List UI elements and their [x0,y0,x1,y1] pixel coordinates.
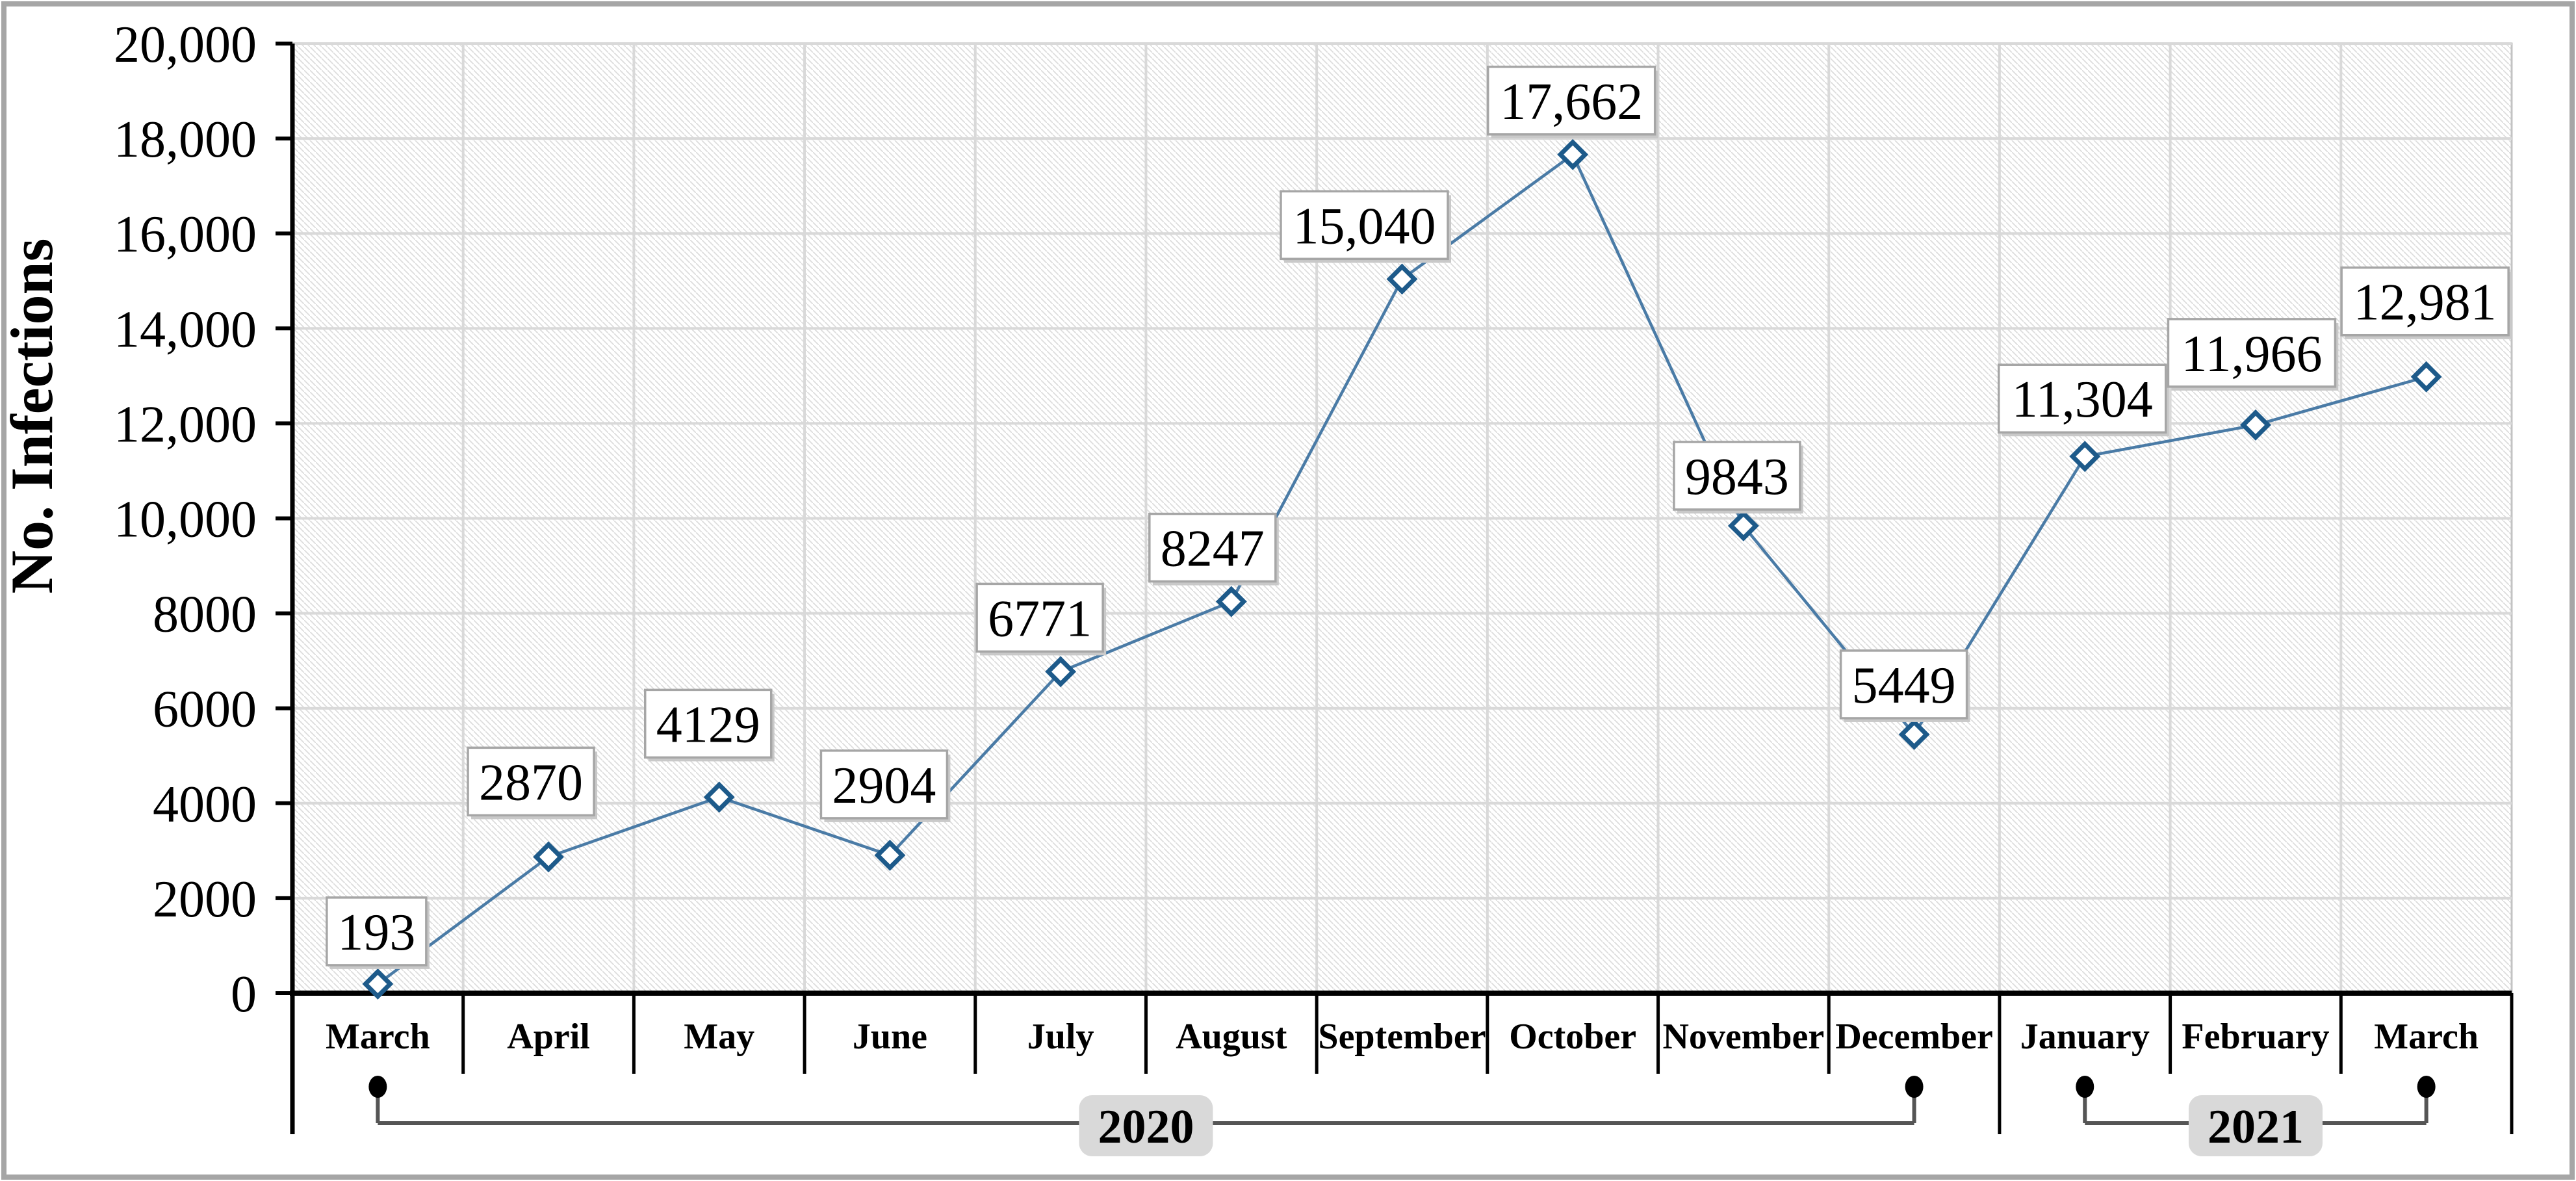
month-label: November [1662,1017,1824,1057]
y-tick-label: 20,000 [114,16,257,73]
y-tick-label: 2000 [153,871,257,928]
year-label-box [2188,1095,2323,1156]
bracket-dot [2076,1076,2094,1098]
year-brackets: 2020 2021 [368,1076,2436,1156]
y-tick-label: 16,000 [114,206,257,263]
data-label: 11,966 [2181,326,2322,383]
data-label: 17,662 [1500,73,1643,131]
data-label: 193 [337,904,415,961]
year-label: 2020 [1098,1100,1194,1154]
data-label: 5449 [1852,657,1956,714]
year-label-box [1079,1095,1213,1156]
month-label: September [1318,1017,1486,1057]
month-label: February [2182,1017,2329,1057]
data-point-marker [2240,409,2271,441]
month-label: July [1027,1017,1094,1057]
data-point-marker [703,781,735,813]
data-point-marker [1557,138,1589,170]
month-label: December [1835,1017,1993,1057]
data-point-marker [533,841,564,873]
data-point-marker [1045,656,1077,688]
month-label: August [1176,1017,1287,1057]
data-point-marker [1727,510,1759,541]
y-tick-label: 0 [231,966,257,1023]
data-label: 9843 [1685,448,1789,506]
data-label: 12,981 [2354,274,2497,331]
y-tick-label: 4000 [153,776,257,833]
y-tick-label: 12,000 [114,396,257,453]
month-label: January [2020,1017,2150,1057]
bracket-dot [2417,1076,2436,1098]
data-label: 4129 [656,696,760,753]
data-label: 8247 [1161,521,1265,578]
month-label: April [507,1017,590,1057]
data-label: 15,040 [1293,198,1436,255]
y-axis-title: No. Infections [0,239,65,594]
chart-plot: 0 2000 4000 6000 8000 10,000 12,000 14,000 16,00… [114,16,2514,1156]
data-label: 2870 [479,754,583,811]
year-label: 2021 [2208,1100,2304,1154]
bracket-dot [1905,1076,1924,1098]
data-point-marker [1898,719,1930,750]
y-axis: 0 2000 4000 6000 8000 10,000 12,000 14,000 16,00… [114,16,295,1134]
month-label: May [684,1017,754,1057]
month-label: March [326,1017,430,1057]
data-label: 11,304 [2012,371,2153,428]
data-point-marker [1386,263,1418,295]
data-point-marker [874,839,906,871]
month-label: October [1509,1017,1636,1057]
data-label: 6771 [988,590,1092,647]
data-series [362,138,2442,1000]
data-label: 2904 [832,757,936,814]
data-point-marker [2069,441,2101,473]
data-labels: 193 2870 4129 2904 6771 8247 15,040 17,662 9843 5… [326,66,2512,969]
data-point-marker [1215,586,1247,617]
month-label: March [2374,1017,2479,1057]
x-axis: March April May June July August September Octo… [290,991,2514,1134]
month-label: June [853,1017,927,1057]
data-point-marker [2410,361,2442,393]
data-point-marker [362,968,394,1000]
y-tick-label: 18,000 [114,111,257,168]
y-tick-label: 10,000 [114,491,257,549]
y-tick-label: 14,000 [114,301,257,358]
y-tick-label: 6000 [153,681,257,738]
bracket-dot [368,1076,387,1098]
y-tick-label: 8000 [153,586,257,643]
